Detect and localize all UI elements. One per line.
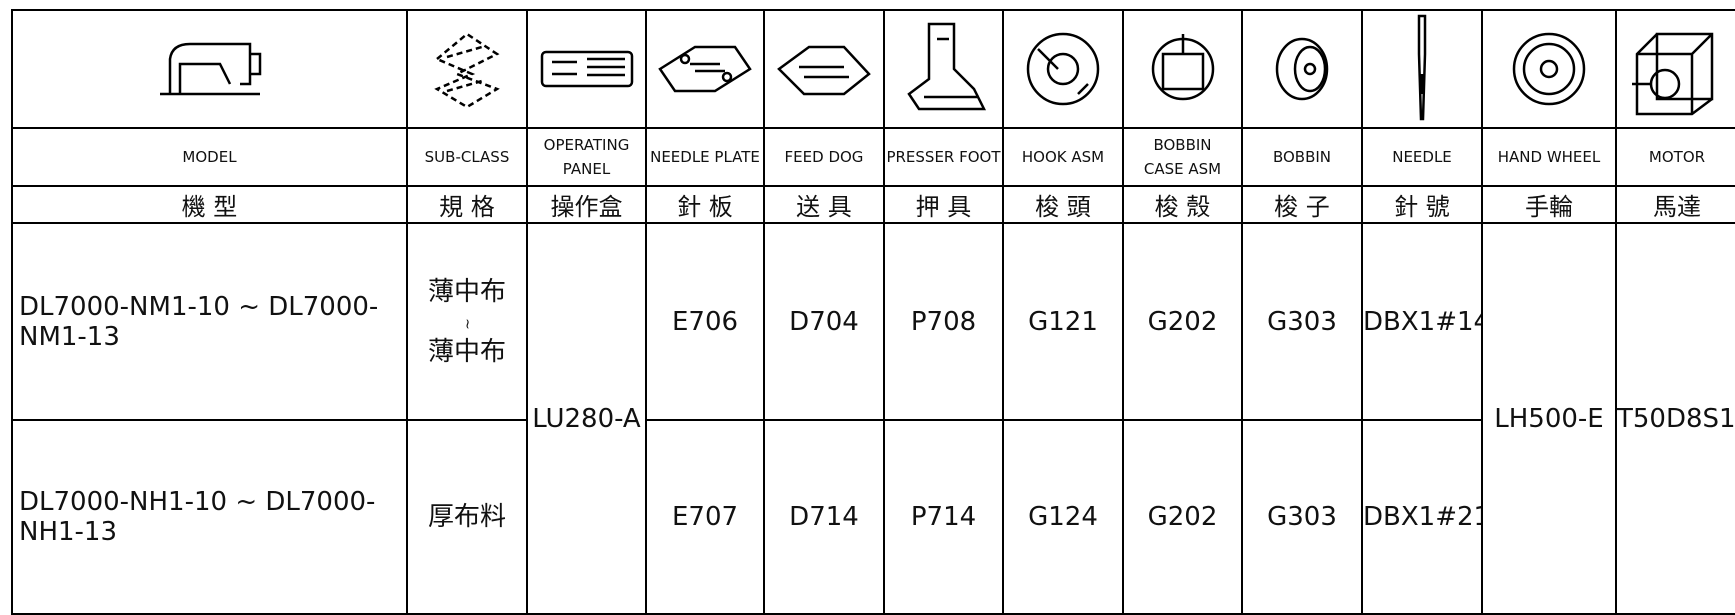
presser-foot: P708 (883, 222, 1004, 421)
icon (1151, 34, 1214, 101)
header-en-row: MODEL SUB-CLASS OPERATING PANEL NEEDLE PLATE… (11, 127, 1735, 187)
header-en: BOBBIN CASE ASM (1122, 127, 1243, 187)
model: DL7000-NM1-10 ~ DL7000-NM1-13 (11, 222, 408, 421)
icon-cell (763, 9, 885, 129)
header-en: FEED DOG (763, 127, 885, 187)
icon (1417, 14, 1427, 121)
sub-class-line: 薄中布 (427, 276, 506, 307)
icon-cell (1615, 9, 1735, 129)
header-en-line: HAND WHEEL (1497, 148, 1601, 166)
header-en-line: OPERATING (543, 136, 630, 154)
feed-dog: D714 (763, 419, 885, 615)
bobbin: G303 (1241, 419, 1363, 615)
icon (540, 50, 633, 88)
header-en: OPERATING PANEL (526, 127, 647, 187)
icon (906, 22, 986, 111)
icon (434, 32, 500, 109)
operating-panel: LU280-A (526, 222, 647, 615)
icon (159, 42, 261, 96)
icon (658, 45, 752, 93)
header-zh: 梭 頭 (1002, 185, 1124, 224)
header-zh: 針 板 (645, 185, 765, 224)
sub-class-line: 薄中布 (427, 336, 506, 367)
header-zh: 送 具 (763, 185, 885, 224)
icon-cell (406, 9, 528, 129)
presser-foot: P714 (883, 419, 1004, 615)
sub-class: 薄中布 ~ 薄中布 (406, 222, 528, 421)
parts-table: MODEL SUB-CLASS OPERATING PANEL NEEDLE PLATE… (11, 9, 1735, 615)
feed-dog: D704 (763, 222, 885, 421)
hook: G124 (1002, 419, 1124, 615)
data-row: DL7000-NH1-10 ~ DL7000-NH1-13 厚布料 E707 D714… (11, 419, 1735, 615)
header-en: SUB-CLASS (406, 127, 528, 187)
header-en-line: PRESSER FOOT (886, 148, 1001, 166)
bobbin-case: G202 (1122, 222, 1243, 421)
motor: T50D8S11 (1615, 222, 1735, 615)
header-en-line: MOTOR (1648, 148, 1706, 166)
header-en-line: BOBBIN (1153, 136, 1212, 154)
header-en: HAND WHEEL (1481, 127, 1617, 187)
needle-plate: E707 (645, 419, 765, 615)
header-zh: 梭 子 (1241, 185, 1363, 224)
header-en-line: MODEL (182, 148, 237, 166)
header-en: NEEDLE (1361, 127, 1483, 187)
header-en-line: BOBBIN (1272, 148, 1332, 166)
sub-class-line: ~ (458, 317, 475, 330)
sub-class-line: 厚布料 (427, 502, 506, 532)
icon-cell (1241, 9, 1363, 129)
header-zh: 馬達 (1615, 185, 1735, 224)
icon-cell (11, 9, 408, 129)
icon (1632, 32, 1714, 116)
needle-plate: E706 (645, 222, 765, 421)
icon-cell (1002, 9, 1124, 129)
header-en-line: PANEL (562, 160, 611, 178)
header-en: MODEL (11, 127, 408, 187)
header-en: BOBBIN (1241, 127, 1363, 187)
header-zh: 梭 殼 (1122, 185, 1243, 224)
header-en-line: NEEDLE PLATE (650, 148, 760, 166)
header-en-line: SUB-CLASS (424, 148, 510, 166)
header-en: NEEDLE PLATE (645, 127, 765, 187)
header-zh: 規 格 (406, 185, 528, 224)
header-zh: 機 型 (11, 185, 408, 224)
data-row: DL7000-NM1-10 ~ DL7000-NM1-13 薄中布 ~ 薄中布 LU28… (11, 222, 1735, 615)
header-zh: 操作盒 (526, 185, 647, 224)
header-en-line: FEED DOG (784, 148, 864, 166)
bobbin: G303 (1241, 222, 1363, 421)
icon (1026, 32, 1100, 106)
icon-cell (645, 9, 765, 129)
icon-cell (1481, 9, 1617, 129)
header-zh-row: 機 型規 格操作盒針 板送 具押 具梭 頭梭 殼梭 子針 號手輪 馬達 (11, 185, 1735, 224)
needle: DBX1#14 (1361, 222, 1483, 421)
header-en: MOTOR (1615, 127, 1735, 187)
icon-cell (1361, 9, 1483, 129)
icon-cell (883, 9, 1004, 129)
header-en-line: HOOK ASM (1021, 148, 1105, 166)
header-zh: 針 號 (1361, 185, 1483, 224)
sub-class: 厚布料 (406, 419, 528, 615)
header-en: HOOK ASM (1002, 127, 1124, 187)
hook: G121 (1002, 222, 1124, 421)
model: DL7000-NH1-10 ~ DL7000-NH1-13 (11, 419, 408, 615)
header-zh: 押 具 (883, 185, 1004, 224)
icon-cell (526, 9, 647, 129)
icon (777, 45, 871, 96)
header-en: PRESSER FOOT (883, 127, 1004, 187)
icon (1512, 32, 1586, 106)
header-en-line: NEEDLE (1392, 148, 1452, 166)
icon-cell (1122, 9, 1243, 129)
header-en-line: CASE ASM (1143, 160, 1222, 178)
needle: DBX1#21 (1361, 419, 1483, 615)
icon (1275, 37, 1329, 101)
header-zh: 手輪 (1481, 185, 1617, 224)
bobbin-case: G202 (1122, 419, 1243, 615)
hand-wheel: LH500-E (1481, 222, 1617, 615)
icon-row (11, 9, 1735, 129)
